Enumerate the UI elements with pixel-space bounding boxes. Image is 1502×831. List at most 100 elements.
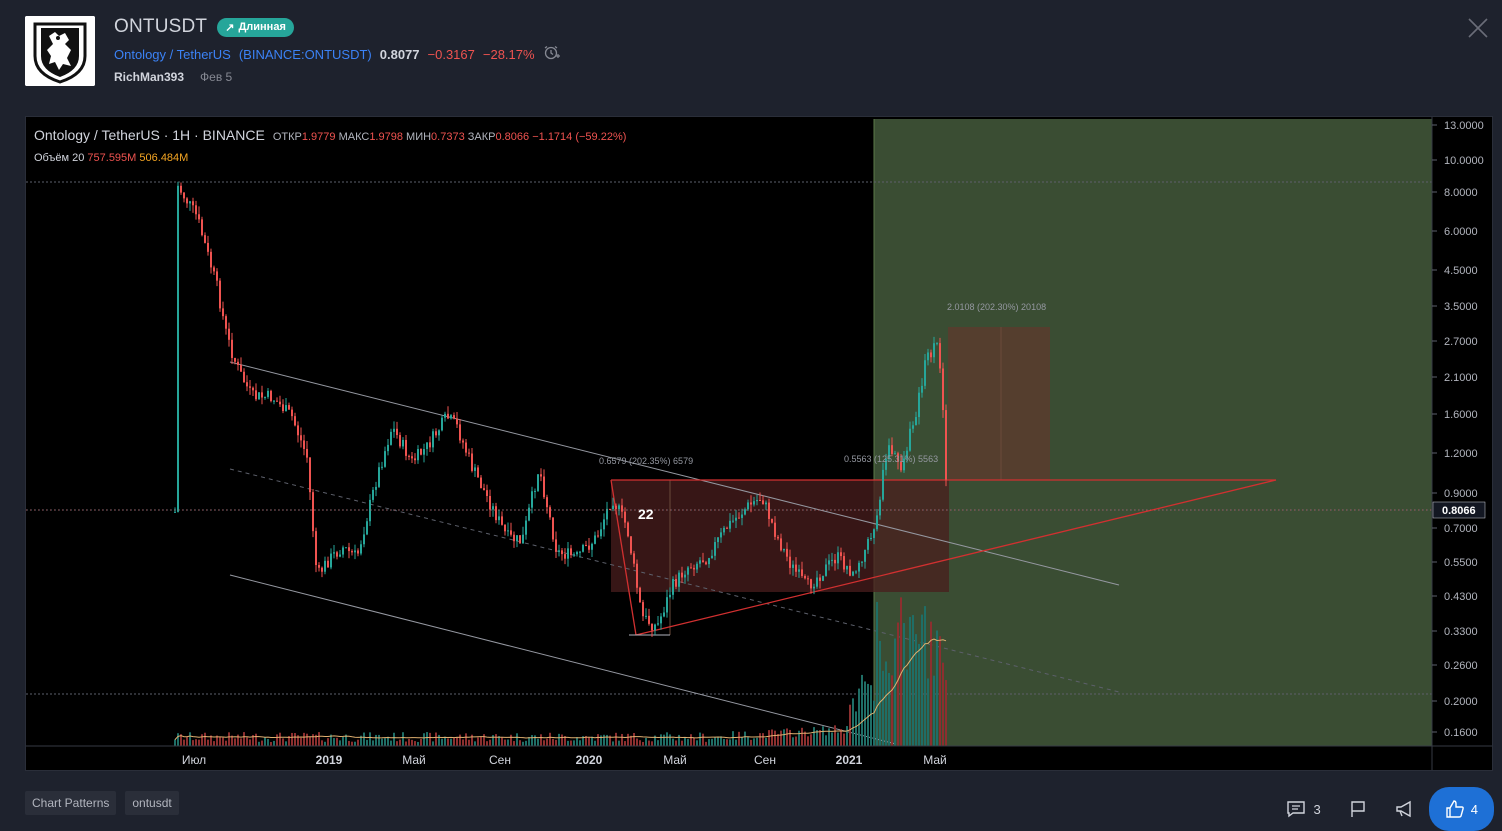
candle-body bbox=[492, 506, 494, 510]
volume-bar bbox=[906, 669, 908, 746]
candle-body bbox=[489, 496, 491, 510]
time-axis-label: 2020 bbox=[576, 753, 603, 767]
price-axis-label: 0.1600 bbox=[1444, 727, 1478, 739]
candle-body bbox=[849, 565, 851, 576]
volume-bar bbox=[408, 738, 410, 746]
candle-body bbox=[513, 534, 515, 542]
volume-bar bbox=[711, 738, 713, 746]
volume-bar bbox=[183, 739, 185, 746]
volume-bar bbox=[546, 738, 548, 746]
volume-bar bbox=[702, 733, 704, 746]
time-axis-label: Сен bbox=[489, 753, 511, 767]
candle-body bbox=[894, 453, 896, 455]
candle-body bbox=[207, 242, 209, 252]
time-axis-label: 2019 bbox=[316, 753, 343, 767]
volume-bar bbox=[843, 733, 845, 746]
author-name[interactable]: RichMan393 bbox=[114, 70, 185, 84]
share-button[interactable] bbox=[1381, 787, 1429, 831]
comment-icon bbox=[1286, 801, 1305, 818]
legend-title: Ontology / TetherUS · 1H · BINANCE bbox=[34, 127, 265, 143]
time-axis-label: 2021 bbox=[836, 753, 863, 767]
volume-bar bbox=[648, 740, 650, 746]
candle-body bbox=[297, 425, 299, 436]
alarm-clock-icon[interactable] bbox=[543, 45, 561, 64]
candle-body bbox=[867, 539, 869, 550]
candle-body bbox=[696, 563, 698, 570]
volume-bar bbox=[693, 737, 695, 746]
price-chart[interactable]: 0.6579 (202.35%) 6579 0.5563 (125.31%) 5… bbox=[26, 117, 1493, 771]
candle-body bbox=[741, 514, 743, 518]
candle-body bbox=[252, 387, 254, 391]
close-button[interactable] bbox=[1466, 16, 1490, 40]
report-button[interactable] bbox=[1335, 787, 1381, 831]
exchange-ticker-link[interactable]: (BINANCE:ONTUSDT) bbox=[238, 47, 372, 62]
volume-bar bbox=[534, 735, 536, 746]
chart-panel[interactable]: 0.6579 (202.35%) 6579 0.5563 (125.31%) 5… bbox=[25, 116, 1493, 771]
idea-title: ONTUSDT bbox=[114, 16, 208, 37]
volume-bar bbox=[489, 739, 491, 746]
candle-body bbox=[201, 219, 203, 236]
candle-body bbox=[753, 501, 755, 505]
badge-label: Длинная bbox=[238, 21, 286, 33]
volume-bar bbox=[237, 734, 239, 746]
publish-date: Фев 5 bbox=[200, 70, 233, 84]
volume-bar bbox=[774, 730, 776, 746]
tag-ontusdt[interactable]: ontusdt bbox=[125, 791, 179, 815]
volume-bar bbox=[732, 731, 734, 746]
volume-bar bbox=[549, 732, 551, 746]
price-axis-label: 2.1000 bbox=[1444, 372, 1478, 384]
candle-body bbox=[750, 502, 752, 505]
candle-body bbox=[294, 416, 296, 426]
volume-bar bbox=[819, 730, 821, 746]
candle-body bbox=[543, 476, 545, 498]
candle-body bbox=[873, 529, 875, 538]
candle-body bbox=[213, 267, 215, 272]
volume-bar bbox=[267, 739, 269, 746]
volume-bar bbox=[573, 740, 575, 746]
candle-body bbox=[687, 567, 689, 575]
count-label: 22 bbox=[638, 506, 654, 522]
volume-bar bbox=[366, 739, 368, 746]
candle-body bbox=[654, 624, 656, 631]
candle-body bbox=[405, 439, 407, 456]
volume-bar bbox=[630, 735, 632, 746]
candle-body bbox=[891, 445, 893, 454]
pair-link[interactable]: Ontology / TetherUS bbox=[114, 47, 231, 62]
volume-legend: Объём 20 757.595M 506.484M bbox=[34, 152, 189, 164]
tag-chart-patterns[interactable]: Chart Patterns bbox=[25, 791, 117, 815]
candle-body bbox=[699, 560, 701, 564]
volume-bar bbox=[831, 732, 833, 746]
volume-bar bbox=[333, 738, 335, 746]
price-axis-label: 10.0000 bbox=[1444, 155, 1484, 167]
volume-bar bbox=[645, 737, 647, 746]
like-button[interactable]: 4 bbox=[1428, 787, 1494, 831]
volume-bar bbox=[615, 732, 617, 746]
candle-body bbox=[942, 368, 944, 411]
volume-bar bbox=[315, 734, 317, 746]
volume-bar bbox=[186, 737, 188, 746]
candle-body bbox=[255, 390, 257, 400]
author-avatar[interactable] bbox=[25, 16, 95, 86]
volume-bar bbox=[459, 734, 461, 746]
volume-bar bbox=[525, 740, 527, 746]
volume-bar bbox=[855, 711, 857, 746]
volume-bar bbox=[627, 733, 629, 746]
volume-bar bbox=[180, 734, 182, 746]
volume-bar bbox=[435, 732, 437, 746]
volume-bar bbox=[639, 740, 641, 746]
volume-bar bbox=[846, 726, 848, 746]
volume-bar bbox=[939, 636, 941, 746]
candle-body bbox=[516, 535, 518, 542]
volume-bar bbox=[519, 740, 521, 746]
candle-body bbox=[402, 439, 404, 447]
candle-body bbox=[333, 552, 335, 554]
candle-body bbox=[486, 490, 488, 497]
comments-button[interactable]: 3 bbox=[1272, 787, 1335, 831]
candle-body bbox=[837, 552, 839, 564]
candle-body bbox=[339, 554, 341, 557]
volume-bar bbox=[396, 741, 398, 746]
candle-body bbox=[537, 474, 539, 491]
volume-bar bbox=[909, 616, 911, 746]
volume-bar bbox=[708, 739, 710, 746]
volume-bar bbox=[189, 732, 191, 746]
